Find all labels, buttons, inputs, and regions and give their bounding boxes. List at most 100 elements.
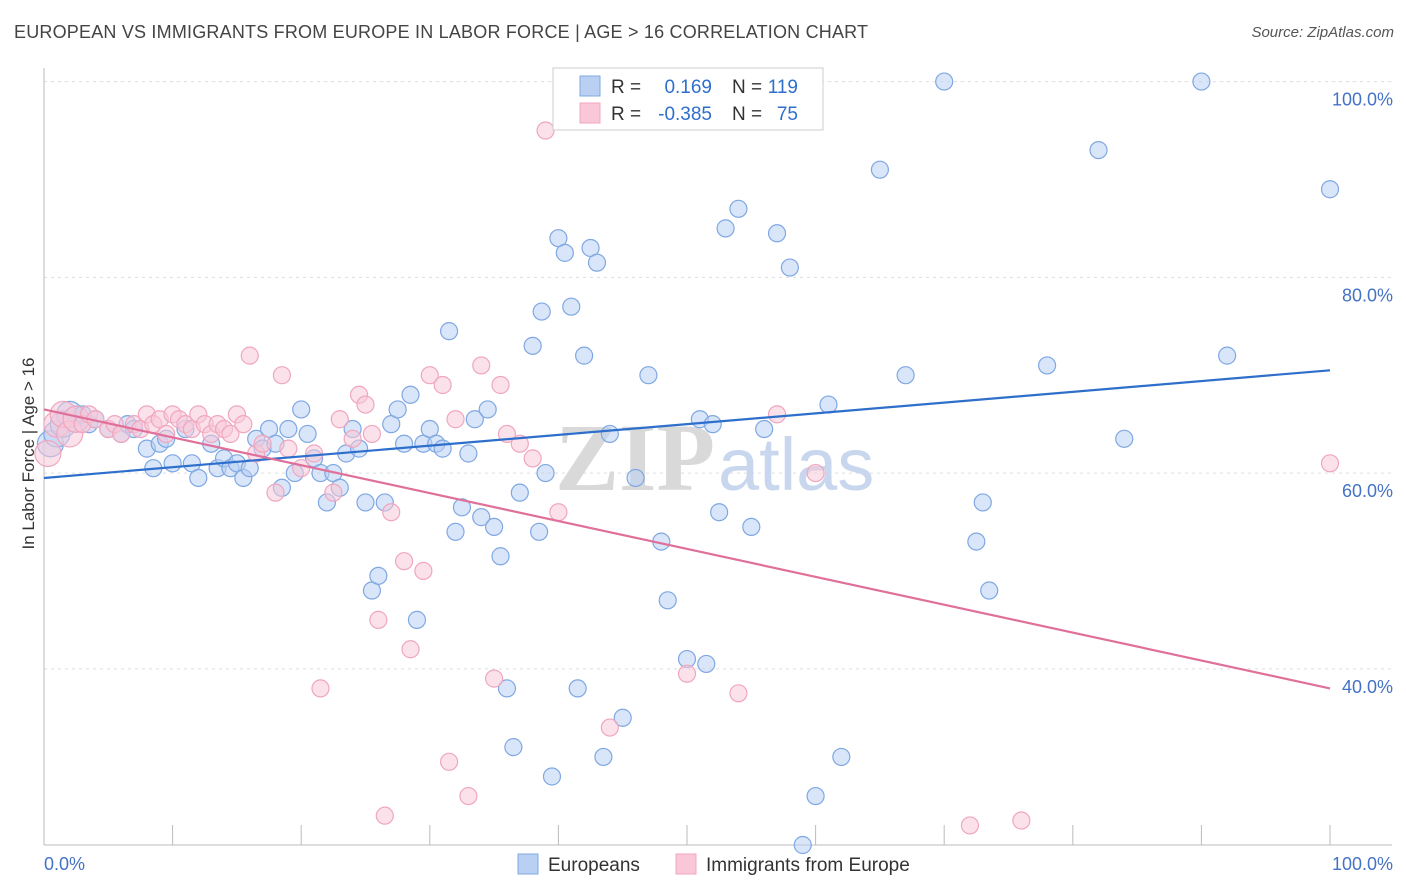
legend-n-value-2: 75 [777,104,798,125]
europeans-point [298,424,317,444]
immigrants-point [1320,454,1340,473]
legend: R = 0.169 N = 119 R = -0.385 N = 75 [552,67,824,131]
legend-n-label-2: N = [732,104,762,125]
x-tick-label: 0.0% [44,854,85,874]
europeans-point [819,395,838,414]
europeans-point [1115,429,1134,448]
immigrants-trend-line [43,408,1331,690]
europeans-point [742,517,761,537]
europeans-point [523,336,542,355]
europeans-point [767,224,787,243]
immigrants-point [375,806,394,825]
europeans-point [729,199,748,218]
europeans-point [755,419,774,439]
legend-r-value-1: 0.169 [664,77,712,98]
immigrants-point [234,415,253,434]
immigrants-points [34,72,1340,835]
bottom-legend: Europeans Immigrants from Europe [517,853,910,876]
immigrants-point [1012,811,1031,830]
immigrants-point [523,449,542,468]
immigrants-point [472,356,491,375]
immigrants-point [414,561,433,581]
immigrants-point [767,405,787,424]
europeans-point [594,747,613,767]
europeans-point [472,508,491,527]
europeans-point [452,498,472,517]
immigrants-point [279,439,298,458]
legend-swatch-immigrants [579,102,601,124]
europeans-point [388,400,407,419]
immigrants-point [433,375,452,395]
y-tick-label: 40.0% [1342,677,1393,697]
watermark: ZIP atlas [555,404,874,511]
immigrants-point [960,816,980,835]
europeans-point [626,468,645,488]
europeans-point [356,493,375,512]
europeans-point [896,366,915,385]
europeans-point [407,610,427,629]
europeans-point [459,444,478,463]
europeans-point [806,786,825,806]
europeans-point [703,415,722,434]
immigrants-point [485,669,504,688]
immigrants-point [356,395,375,414]
legend-swatch-europeans [579,75,601,97]
bottom-legend-swatch-europeans [517,853,539,875]
europeans-point [568,679,587,698]
europeans-point [639,366,658,385]
legend-r-value-2: -0.385 [658,104,712,125]
europeans-point [658,591,677,610]
europeans-point [401,385,420,404]
immigrants-point [272,366,292,385]
europeans-point [530,522,549,541]
europeans-point [504,738,523,757]
europeans-point [967,532,986,551]
immigrants-point [362,424,382,444]
europeans-point [716,219,735,238]
grid [44,81,1392,670]
immigrants-point [292,459,311,478]
europeans-point [536,463,555,483]
europeans-point [1089,140,1108,160]
immigrants-point [459,786,478,806]
europeans-point [478,400,497,419]
europeans-point [710,503,729,522]
bottom-legend-label-europeans: Europeans [548,855,640,876]
europeans-point [697,654,716,674]
y-tick-label: 60.0% [1342,481,1393,501]
europeans-point [575,346,594,365]
immigrants-point [401,640,420,659]
y-tick-label: 100.0% [1332,90,1393,110]
europeans-point [491,547,510,566]
europeans-point [532,302,551,321]
europeans-point [485,517,504,537]
europeans-point [562,297,581,316]
immigrants-point [369,610,388,629]
europeans-point [433,439,452,458]
europeans-point [555,243,574,262]
x-tick-labels: 0.0% 100.0% [44,854,1393,874]
europeans-point [980,581,999,600]
europeans-point [439,322,459,341]
europeans-point [446,522,465,541]
legend-n-value-1: 119 [768,77,798,98]
legend-r-label-1: R = [611,77,641,98]
bottom-legend-label-immigrants: Immigrants from Europe [706,855,910,876]
europeans-point [870,160,890,179]
europeans-point [510,483,529,502]
watermark-zip: ZIP [555,404,715,511]
europeans-point [279,419,298,439]
immigrants-point [221,424,240,444]
europeans-point [394,434,414,453]
immigrants-point [240,346,259,365]
immigrants-point [311,679,330,698]
immigrants-point [439,752,459,771]
immigrants-point [253,434,272,453]
y-tick-labels: 40.0% 60.0% 80.0% 100.0% [1332,90,1393,697]
europeans-point [369,566,388,585]
y-axis-label: In Labor Force | Age > 16 [19,357,38,549]
immigrants-point [266,483,285,502]
europeans-point [832,747,851,767]
x-tick-label: 100.0% [1332,854,1393,874]
